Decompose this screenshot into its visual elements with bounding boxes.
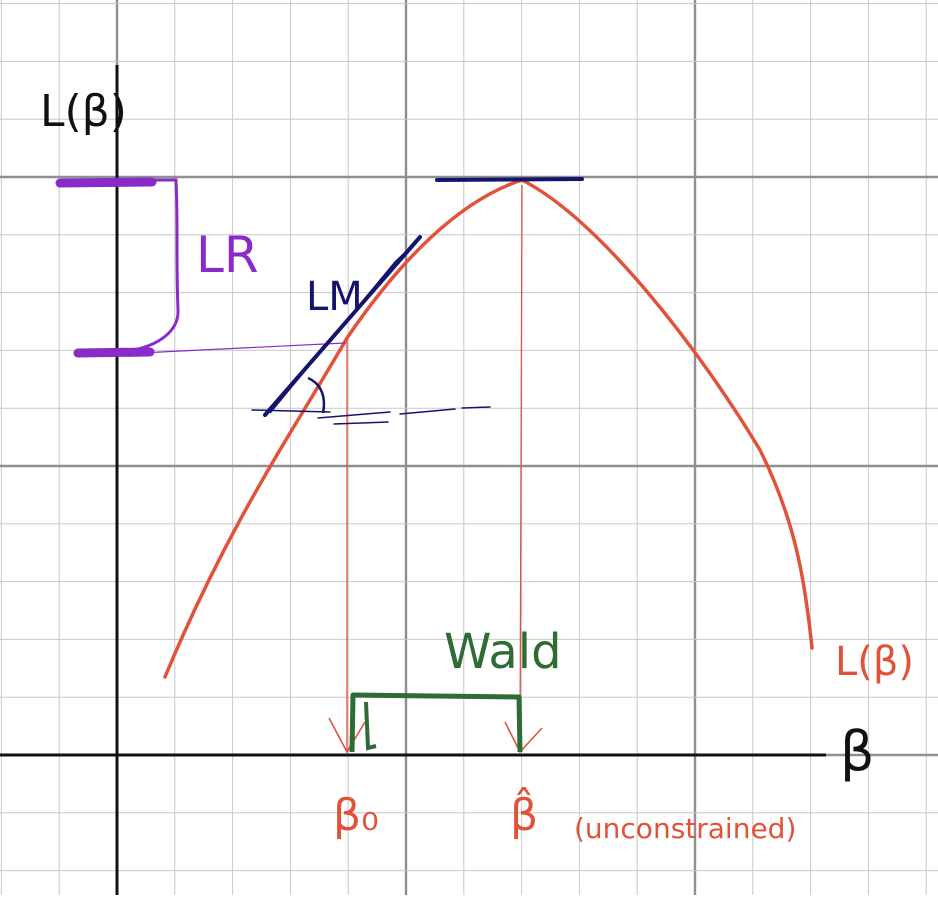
unconstrained-label: (unconstrained) <box>574 812 796 845</box>
beta-hat-arrowhead <box>504 721 543 754</box>
lr-bracket <box>126 178 180 353</box>
lm-tangent-sketch <box>269 239 419 414</box>
beta-zero-label: β₀ <box>333 790 379 841</box>
lr-label: LR <box>196 226 259 284</box>
wald-label: Wald <box>444 624 562 680</box>
wald-inner-tick <box>364 701 377 751</box>
max-tangent-line <box>435 177 584 182</box>
beta-hat-label: β̂ <box>510 786 538 841</box>
y-axis-label: L(β) <box>40 86 127 137</box>
x-axis-label: β <box>840 720 874 783</box>
lr-bottom-tick <box>73 347 155 358</box>
beta-zero-arrowhead <box>328 717 366 754</box>
lr-top-tick <box>55 177 157 188</box>
lm-angle-arc <box>307 376 326 414</box>
likelihood-curve <box>163 178 814 679</box>
lm-horizontal-dashes <box>251 406 491 425</box>
lm-label: LM <box>306 274 363 320</box>
lr-connector-line <box>139 342 346 354</box>
curve-label: L(β) <box>835 639 914 685</box>
beta-hat-dropline <box>519 184 523 753</box>
wald-bracket <box>349 692 523 753</box>
